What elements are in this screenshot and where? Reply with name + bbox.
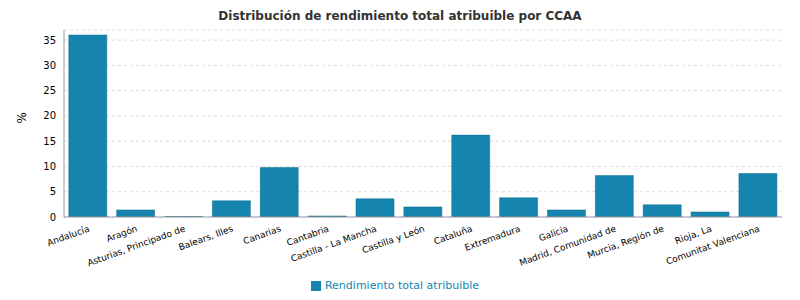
svg-text:Murcia, Región de: Murcia, Región de <box>586 223 666 260</box>
svg-text:30: 30 <box>43 60 56 71</box>
svg-text:%: % <box>15 112 29 123</box>
svg-text:25: 25 <box>43 85 56 96</box>
svg-text:Andalucía: Andalucía <box>46 223 91 248</box>
svg-text:5: 5 <box>50 186 56 197</box>
svg-text:Galicia: Galicia <box>537 223 569 243</box>
svg-text:Asturias, Principado de: Asturias, Principado de <box>86 223 187 268</box>
svg-text:Balears, Illes: Balears, Illes <box>177 223 234 252</box>
svg-text:Castilla y León: Castilla y León <box>361 223 426 255</box>
svg-text:Cataluña: Cataluña <box>432 223 474 247</box>
html-text:Rendimiento total atribuible: Rendimiento total atribuible <box>325 279 479 292</box>
svg-text:10: 10 <box>43 161 56 172</box>
svg-text:Comunitat Valenciana: Comunitat Valenciana <box>665 223 761 266</box>
svg-text:Extremadura: Extremadura <box>463 223 521 252</box>
svg-text:Castilla - La Mancha: Castilla - La Mancha <box>289 223 378 264</box>
svg-text:Cantabria: Cantabria <box>285 223 331 248</box>
svg-text:Madrid, Comunidad de: Madrid, Comunidad de <box>517 223 618 268</box>
svg-text:Aragón: Aragón <box>104 223 139 244</box>
html-text:Distribución de rendimiento to: Distribución de rendimiento total atribu… <box>218 9 582 23</box>
svg-text:0: 0 <box>50 212 56 223</box>
svg-text:Canarias: Canarias <box>242 223 283 246</box>
svg-text:Rioja, La: Rioja, La <box>673 223 714 247</box>
svg-text:20: 20 <box>43 110 56 121</box>
svg-text:15: 15 <box>43 136 56 147</box>
svg-text:35: 35 <box>43 35 56 46</box>
